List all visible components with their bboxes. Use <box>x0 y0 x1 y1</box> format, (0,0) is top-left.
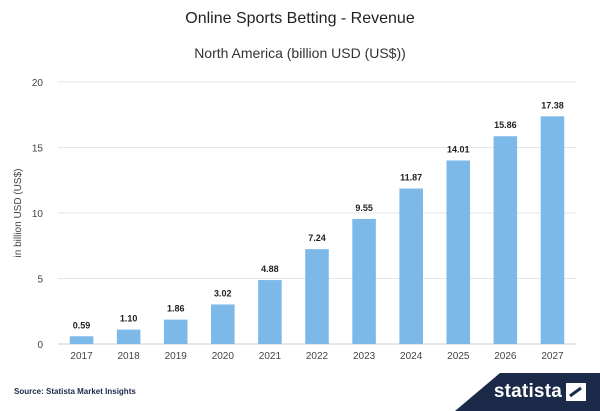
x-tick-label: 2024 <box>400 351 423 362</box>
data-label: 11.87 <box>400 173 422 183</box>
data-label: 4.88 <box>261 264 279 274</box>
bar[interactable] <box>493 136 518 344</box>
y-tick-label: 15 <box>32 144 44 155</box>
x-tick-label: 2018 <box>118 351 141 362</box>
data-label: 3.02 <box>214 288 232 298</box>
bar[interactable] <box>540 116 565 345</box>
data-label: 1.86 <box>167 304 185 314</box>
bar[interactable] <box>69 336 94 344</box>
bar-chart: 0 5 10 15 20 0.59 1.10 1.86 3.02 4.88 7.24 9.55 11.… <box>13 78 576 362</box>
bar[interactable] <box>352 218 376 344</box>
statista-logo-icon <box>566 383 586 401</box>
statista-logo: statista <box>493 381 562 402</box>
y-tick-label: 5 <box>37 275 43 286</box>
bar[interactable] <box>258 280 282 344</box>
x-tick-label: 2026 <box>494 351 517 362</box>
bar[interactable] <box>116 329 141 344</box>
data-label: 0.59 <box>73 320 91 330</box>
x-tick-label: 2020 <box>212 351 235 362</box>
x-tick-label: 2022 <box>306 351 329 362</box>
data-label: 7.24 <box>308 233 326 243</box>
x-tick-label: 2017 <box>70 351 93 362</box>
data-label: 15.86 <box>494 120 517 130</box>
y-tick-label: 0 <box>37 340 43 351</box>
x-tick-label: 2021 <box>259 351 282 362</box>
source-note: Source: Statista Market Insights <box>14 387 136 396</box>
x-tick-label: 2027 <box>541 351 564 362</box>
x-tick-label: 2019 <box>165 351 188 362</box>
footer: Source: Statista Market Insights statist… <box>0 373 600 411</box>
y-axis-ticks: 0 5 10 15 20 <box>32 78 44 351</box>
bar[interactable] <box>399 188 423 344</box>
bar[interactable] <box>211 304 235 344</box>
chart-title: Online Sports Betting - Revenue <box>185 10 415 27</box>
data-label: 14.01 <box>447 144 470 154</box>
chart-subtitle: North America (billion USD (US$)) <box>194 45 406 61</box>
y-axis-title: in billion USD (US$) <box>13 169 24 258</box>
brand-banner <box>455 373 600 411</box>
bar[interactable] <box>163 319 188 344</box>
data-label: 1.10 <box>120 314 138 324</box>
x-tick-label: 2025 <box>447 351 470 362</box>
x-tick-label: 2023 <box>353 351 376 362</box>
bar[interactable] <box>305 249 329 344</box>
x-axis-ticks: 2017 2018 2019 2020 2021 2022 2023 2024 2025 2026… <box>70 351 564 362</box>
y-tick-label: 20 <box>32 78 44 89</box>
data-label: 9.55 <box>355 203 373 213</box>
bars <box>69 116 565 345</box>
y-tick-label: 10 <box>32 209 44 220</box>
data-label: 17.38 <box>541 100 564 110</box>
data-labels: 0.59 1.10 1.86 3.02 4.88 7.24 9.55 11.87 14.01 15… <box>73 100 564 330</box>
bar[interactable] <box>446 160 471 344</box>
